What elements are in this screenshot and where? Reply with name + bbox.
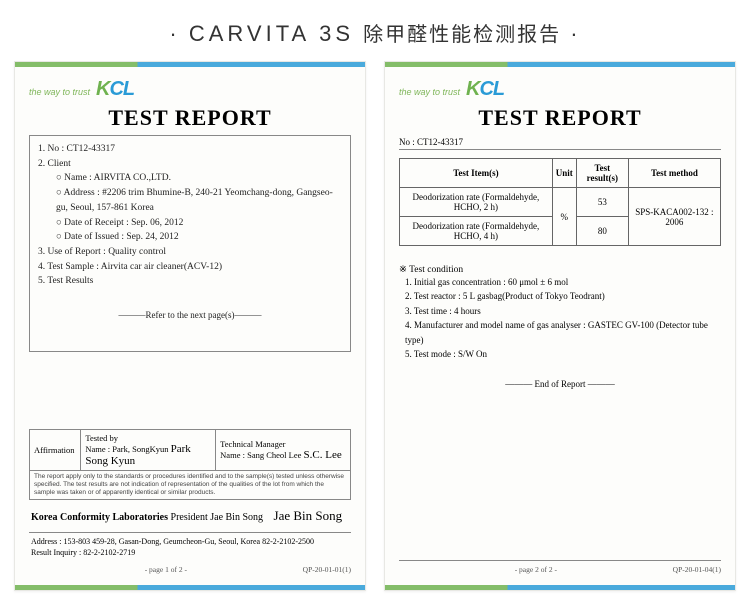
sample-label: 4. Test Sample : (38, 262, 99, 272)
kcl-logo-row: the way to trust KCL (399, 78, 721, 101)
address-line: Address : 153-803 459-28, Gasan-Dong, Ge… (31, 536, 349, 547)
cell-result: 80 (576, 217, 628, 246)
issued-label: ○ Date of Issued : (56, 232, 124, 242)
client-name-label: ○ Name : (56, 173, 92, 183)
cond-line: 4. Manufacturer and model name of gas an… (405, 318, 721, 347)
tm-name: Sang Cheol Lee (247, 450, 301, 460)
report-info-box: 1. No : CT12-43317 2. Client ○ Name : AI… (29, 135, 351, 352)
foot-page-num: - page 2 of 2 - (515, 565, 557, 574)
sample-value: Airvita car air cleaner(ACV-12) (101, 262, 222, 272)
tm-label: Technical Manager (220, 439, 346, 449)
cell-item: Deodorization rate (Formaldehyde, HCHO, … (400, 217, 553, 246)
use-label: 3. Use of Report : (38, 247, 106, 257)
cell-item: Deodorization rate (Formaldehyde, HCHO, … (400, 188, 553, 217)
cond-line: 3. Test time : 4 hours (405, 304, 721, 318)
th-method: Test method (628, 159, 720, 188)
tested-name: Park, SongKyun (112, 444, 168, 454)
th-unit: Unit (552, 159, 576, 188)
affirmation-cell: Affirmation (30, 430, 81, 471)
subtitle-cn: 除甲醛性能检测报告 (363, 24, 561, 46)
tested-by-label: Tested by (85, 433, 211, 443)
president-label: President (171, 512, 208, 523)
kcl-logo: KCL (96, 78, 134, 101)
kcl-logo-cl: CL (109, 78, 134, 100)
refer-next-page: ———Refer to the next page(s)——— (38, 309, 342, 323)
results-table: Test Item(s) Unit Test result(s) Test me… (399, 158, 721, 246)
cell-result: 53 (576, 188, 628, 217)
cond-line: 1. Initial gas concentration : 60 μmol ±… (405, 275, 721, 289)
cell-method: SPS-KACA002-132 : 2006 (628, 188, 720, 246)
table-header-row: Test Item(s) Unit Test result(s) Test me… (400, 159, 721, 188)
client-name: AIRVITA CO.,LTD. (94, 173, 171, 183)
cell-unit: % (552, 188, 576, 246)
kcl-logo-k: K (466, 78, 479, 100)
no-label: 1. No : (38, 144, 64, 154)
client-addr-label: ○ Address : (56, 188, 100, 198)
kcl-logo-cl: CL (479, 78, 504, 100)
report-page-1: the way to trust KCL TEST REPORT 1. No :… (14, 61, 366, 591)
kcl-slogan: the way to trust (29, 87, 90, 97)
kcl-slogan: the way to trust (399, 87, 460, 97)
no-value: CT12-43317 (67, 144, 116, 154)
inquiry-line: Result Inquiry : 82-2-2102-2719 (31, 547, 349, 558)
page-footer: - page 1 of 2 - QP-20-01-01(1) (29, 561, 351, 574)
table-row: Deodorization rate (Formaldehyde, HCHO, … (400, 188, 721, 217)
address-block: Address : 153-803 459-28, Gasan-Dong, Ge… (29, 533, 351, 561)
pages-container: the way to trust KCL TEST REPORT 1. No :… (0, 61, 750, 591)
report-title: TEST REPORT (399, 105, 721, 131)
cond-line: 5. Test mode : S/W On (405, 347, 721, 361)
dot-left: · (169, 21, 179, 46)
fineprint: The report apply only to the standards o… (29, 471, 351, 499)
results-label: 5. Test Results (38, 274, 342, 289)
kcl-logo-row: the way to trust KCL (29, 78, 351, 101)
th-item: Test Item(s) (400, 159, 553, 188)
tested-name-label: Name : (85, 444, 110, 454)
foot-page-num: - page 1 of 2 - (145, 565, 187, 574)
kcl-logo: KCL (466, 78, 504, 101)
signature-table: Affirmation Tested by Name : Park, SongK… (29, 429, 351, 471)
no-line: No : CT12-43317 (399, 135, 721, 150)
foot-code: QP-20-01-04(1) (673, 565, 721, 574)
use-value: Quality control (108, 247, 166, 257)
tm-signature: S.C. Lee (304, 449, 342, 461)
kcl-logo-k: K (96, 78, 109, 100)
page-header: · CARVITA 3S 除甲醛性能检测报告 · (0, 0, 750, 61)
report-page-2: the way to trust KCL TEST REPORT No : CT… (384, 61, 736, 591)
tm-name-label: Name : (220, 450, 245, 460)
foot-code: QP-20-01-01(1) (303, 565, 351, 574)
dot-right: · (570, 21, 580, 46)
page-footer: - page 2 of 2 - QP-20-01-04(1) (399, 561, 721, 574)
president-signature: Jae Bin Song (274, 508, 343, 523)
receipt-value: Sep. 06, 2012 (131, 218, 183, 228)
brand-title: CARVITA 3S (189, 21, 354, 46)
report-title: TEST REPORT (29, 105, 351, 131)
client-label: 2. Client (38, 157, 342, 172)
cond-line: 2. Test reactor : 5 L gasbag(Product of … (405, 289, 721, 303)
end-of-report: ——— End of Report ——— (399, 379, 721, 389)
test-conditions: 1. Initial gas concentration : 60 μmol ±… (399, 275, 721, 361)
receipt-label: ○ Date of Receipt : (56, 218, 129, 228)
test-condition-title: ※ Test condition (399, 264, 721, 275)
issued-value: Sep. 24, 2012 (126, 232, 178, 242)
conformity-org: Korea Conformity Laboratories (31, 512, 168, 523)
th-result: Test result(s) (576, 159, 628, 188)
president-name: Jae Bin Song (210, 512, 263, 523)
conformity-line: Korea Conformity Laboratories President … (29, 500, 351, 533)
